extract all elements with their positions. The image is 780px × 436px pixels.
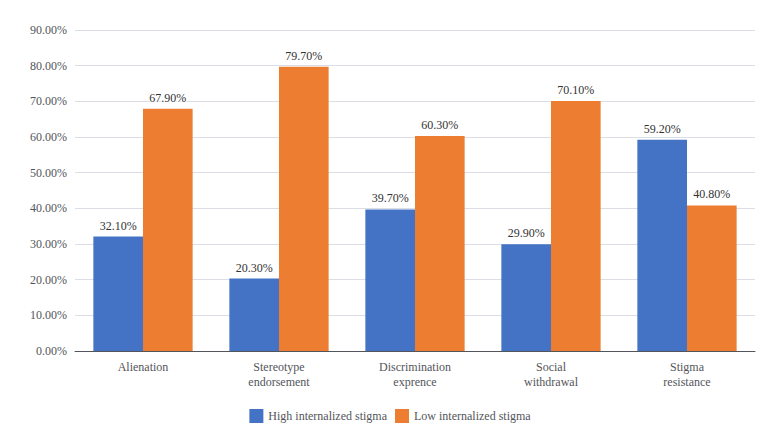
svg-text:withdrawal: withdrawal <box>524 375 579 389</box>
svg-text:Discrimination: Discrimination <box>379 360 451 374</box>
svg-text:10.00%: 10.00% <box>30 308 67 322</box>
svg-text:59.20%: 59.20% <box>644 122 681 136</box>
svg-text:Alienation: Alienation <box>118 360 169 374</box>
svg-text:32.10%: 32.10% <box>100 219 137 233</box>
svg-text:40.00%: 40.00% <box>30 201 67 215</box>
svg-text:Stereotype: Stereotype <box>253 360 304 374</box>
svg-text:67.90%: 67.90% <box>149 91 186 105</box>
svg-text:90.00%: 90.00% <box>30 23 67 37</box>
svg-text:70.00%: 70.00% <box>30 94 67 108</box>
svg-text:Stigma: Stigma <box>670 360 705 374</box>
svg-text:resistance: resistance <box>663 375 710 389</box>
svg-text:20.30%: 20.30% <box>236 261 273 275</box>
svg-text:60.30%: 60.30% <box>421 118 458 132</box>
svg-text:29.90%: 29.90% <box>508 226 545 240</box>
svg-text:80.00%: 80.00% <box>30 59 67 73</box>
svg-text:70.10%: 70.10% <box>557 83 594 97</box>
svg-text:39.70%: 39.70% <box>372 191 409 205</box>
svg-text:Social: Social <box>536 360 567 374</box>
svg-text:High internalized stigma: High internalized stigma <box>268 409 387 423</box>
svg-text:79.70%: 79.70% <box>285 49 322 63</box>
svg-text:30.00%: 30.00% <box>30 237 67 251</box>
svg-text:60.00%: 60.00% <box>30 130 67 144</box>
svg-text:exprence: exprence <box>393 375 436 389</box>
svg-text:Low internalized stigma: Low internalized stigma <box>414 409 531 423</box>
svg-text:endorsement: endorsement <box>248 375 310 389</box>
svg-text:20.00%: 20.00% <box>30 273 67 287</box>
svg-text:0.00%: 0.00% <box>36 344 67 358</box>
svg-text:40.80%: 40.80% <box>693 187 730 201</box>
svg-text:50.00%: 50.00% <box>30 166 67 180</box>
